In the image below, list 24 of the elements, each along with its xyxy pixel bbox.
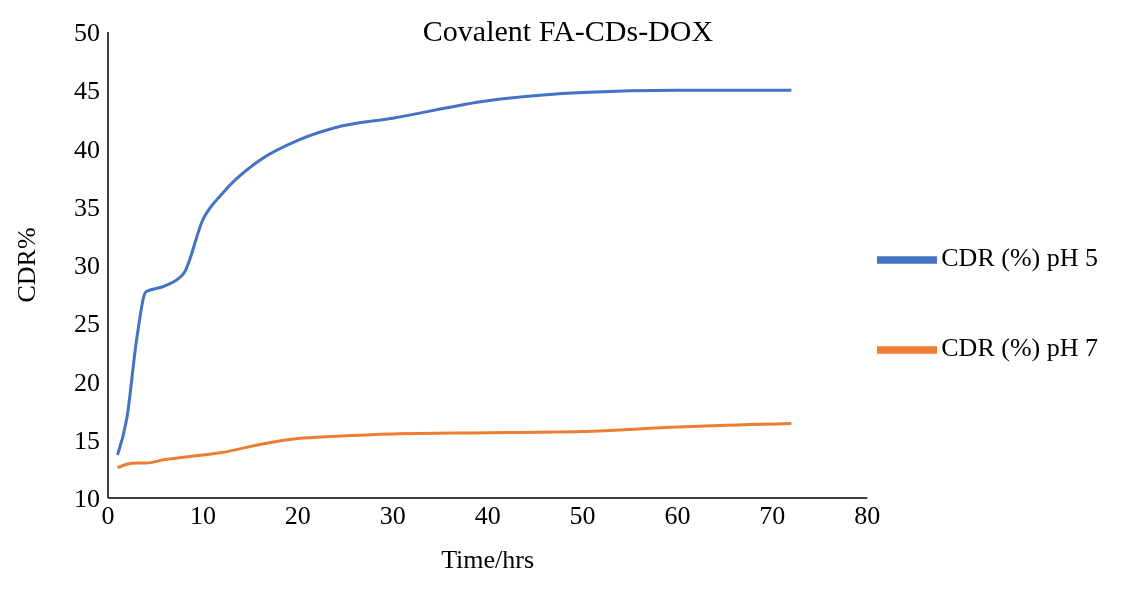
x-axis-title: Time/hrs bbox=[441, 545, 535, 574]
x-tick-label: 20 bbox=[284, 501, 311, 531]
legend-label: CDR (%) pH 5 bbox=[941, 243, 1098, 272]
line-series bbox=[115, 421, 793, 470]
y-tick-label: 50 bbox=[74, 18, 100, 48]
x-tick-label: 50 bbox=[569, 501, 596, 531]
x-tick-label: 0 bbox=[101, 501, 115, 531]
y-tick-label: 35 bbox=[74, 192, 100, 222]
y-tick-label: 25 bbox=[74, 309, 100, 339]
chart-title: Covalent FA-CDs-DOX bbox=[422, 14, 714, 47]
legend-label: CDR (%) pH 7 bbox=[941, 333, 1098, 362]
y-tick-label: 40 bbox=[74, 134, 100, 164]
x-tick-label: 80 bbox=[854, 501, 881, 531]
y-tick-label: 45 bbox=[74, 76, 100, 106]
y-tick-label: 30 bbox=[74, 251, 100, 281]
y-tick-label: 20 bbox=[74, 367, 100, 397]
x-tick-label: 70 bbox=[759, 501, 786, 531]
x-tick-label: 10 bbox=[189, 501, 216, 531]
y-tick-label: 15 bbox=[74, 425, 100, 455]
x-tick-label: 40 bbox=[474, 501, 501, 531]
y-axis-title: CDR% bbox=[12, 227, 42, 303]
line-series bbox=[115, 88, 793, 457]
x-tick-label: 60 bbox=[664, 501, 691, 531]
x-tick-label: 30 bbox=[379, 501, 406, 531]
